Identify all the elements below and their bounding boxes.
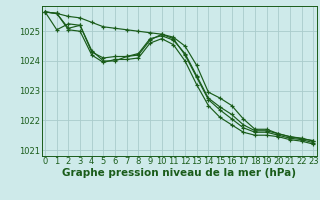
X-axis label: Graphe pression niveau de la mer (hPa): Graphe pression niveau de la mer (hPa)	[62, 168, 296, 178]
